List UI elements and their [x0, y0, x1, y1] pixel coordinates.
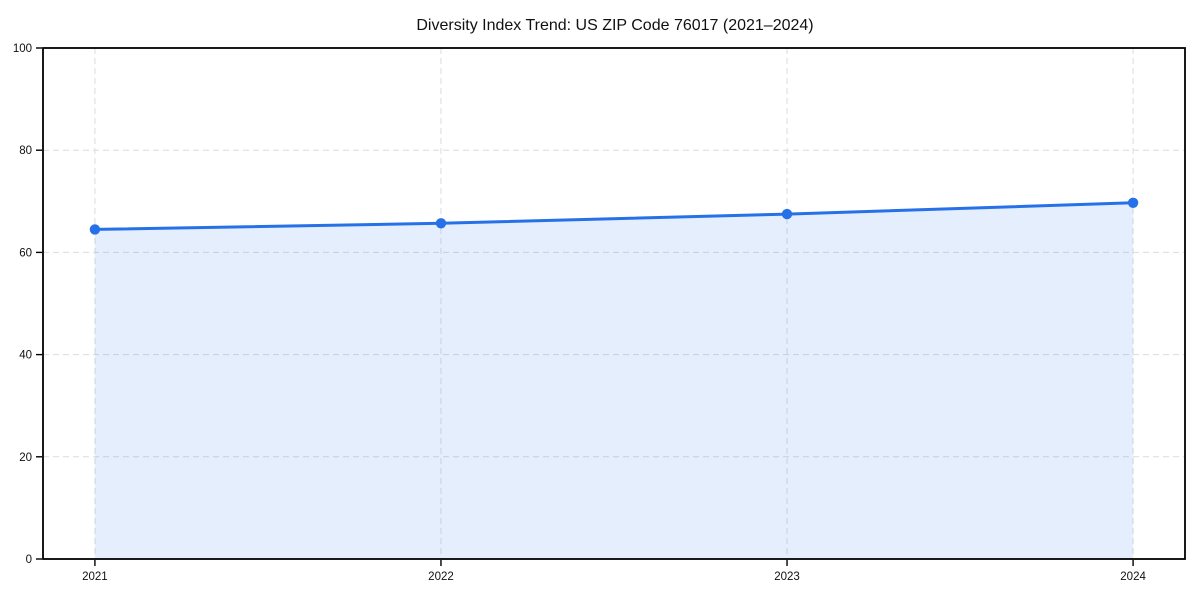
x-tick-label: 2023 [774, 571, 800, 583]
trend-line [93, 201, 1135, 231]
y-tick-label: 0 [26, 554, 32, 566]
y-tick-label: 60 [19, 247, 32, 259]
x-tick-label: 2021 [82, 571, 108, 583]
chart-title: Diversity Index Trend: US ZIP Code 76017… [416, 17, 813, 34]
y-tick-label: 100 [13, 43, 32, 55]
area-fill [94, 202, 1134, 560]
x-tick-labels: 2021 2022 2023 2024 [82, 571, 1146, 583]
axis-ticks [36, 47, 1134, 566]
data-point [89, 224, 101, 235]
data-point [781, 208, 793, 220]
x-tick-label: 2024 [1120, 571, 1146, 583]
y-tick-label: 40 [19, 350, 32, 362]
data-points [89, 197, 1139, 235]
plot-border [42, 47, 1186, 560]
y-tick-label: 80 [19, 145, 32, 157]
y-tick-label: 20 [19, 452, 32, 464]
x-tick-label: 2022 [428, 571, 454, 583]
data-point [435, 218, 447, 229]
y-tick-labels: 0 20 40 60 80 100 [13, 43, 32, 566]
data-point [1127, 197, 1139, 208]
